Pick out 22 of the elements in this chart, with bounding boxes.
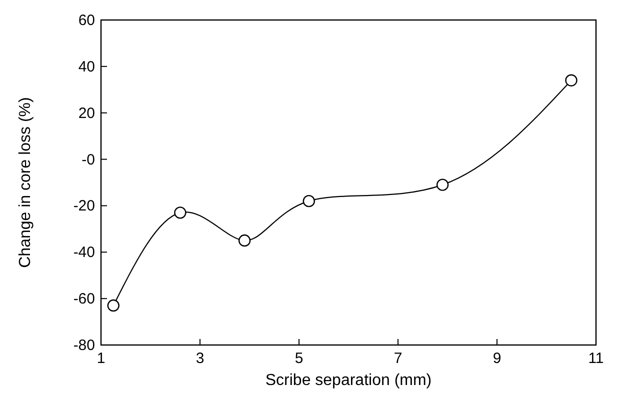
x-tick-label: 5	[294, 350, 304, 367]
y-tick-label: 60	[78, 12, 95, 29]
x-tick-label: 9	[492, 350, 502, 367]
point	[238, 234, 251, 247]
x-tick-label: 7	[394, 350, 402, 367]
y-tick-label: -20	[73, 198, 95, 215]
x-axis-title: Scribe separation (mm)	[265, 372, 432, 389]
y-tick-label: 40	[78, 58, 95, 76]
point	[107, 299, 120, 312]
x-tick-label: 3	[196, 350, 204, 367]
y-tick-label: -60	[73, 290, 95, 308]
point	[302, 194, 315, 208]
y-tick-label: -40	[73, 244, 95, 262]
point	[565, 74, 578, 86]
y-tick-label: -80	[73, 337, 95, 354]
x-tick-label: 11	[588, 350, 604, 367]
point	[174, 206, 186, 219]
y-axis-title: Change in core loss (%)	[17, 97, 34, 268]
point	[436, 178, 449, 191]
y-tick-label: 20	[78, 104, 95, 122]
x-tick-label: 1	[96, 350, 106, 367]
y-tick-label: -0	[82, 151, 95, 168]
